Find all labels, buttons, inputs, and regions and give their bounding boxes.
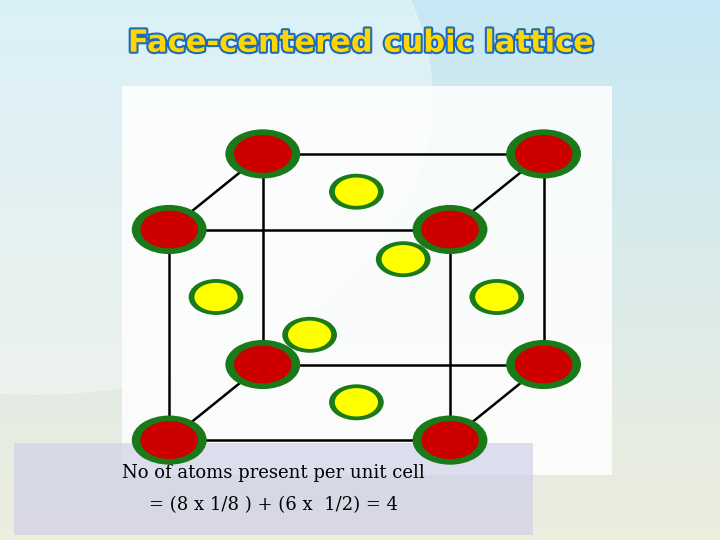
Ellipse shape [194, 283, 238, 311]
Ellipse shape [234, 135, 292, 173]
Ellipse shape [335, 178, 378, 206]
Ellipse shape [413, 416, 487, 464]
Ellipse shape [189, 279, 243, 315]
Ellipse shape [421, 421, 479, 459]
Circle shape [0, 0, 432, 394]
Ellipse shape [506, 340, 581, 389]
Ellipse shape [475, 283, 518, 311]
Ellipse shape [506, 130, 581, 178]
Ellipse shape [132, 205, 207, 254]
Ellipse shape [140, 211, 198, 248]
Ellipse shape [234, 346, 292, 383]
Ellipse shape [382, 245, 425, 273]
Ellipse shape [515, 346, 572, 383]
Ellipse shape [282, 317, 337, 353]
Ellipse shape [515, 135, 572, 173]
Ellipse shape [376, 241, 431, 277]
Text: = (8 x 1/8 ) + (6 x  1/2) = 4: = (8 x 1/8 ) + (6 x 1/2) = 4 [149, 496, 398, 514]
Text: Face-centered cubic lattice: Face-centered cubic lattice [128, 29, 592, 58]
Ellipse shape [225, 340, 300, 389]
Ellipse shape [329, 174, 384, 210]
Text: No of atoms present per unit cell: No of atoms present per unit cell [122, 463, 425, 482]
Ellipse shape [132, 416, 207, 464]
Ellipse shape [469, 279, 524, 315]
Ellipse shape [288, 321, 331, 349]
Ellipse shape [335, 388, 378, 416]
Ellipse shape [329, 384, 384, 420]
Ellipse shape [421, 211, 479, 248]
Ellipse shape [140, 421, 198, 459]
Ellipse shape [225, 130, 300, 178]
Ellipse shape [413, 205, 487, 254]
FancyBboxPatch shape [14, 443, 533, 535]
FancyBboxPatch shape [122, 86, 612, 475]
